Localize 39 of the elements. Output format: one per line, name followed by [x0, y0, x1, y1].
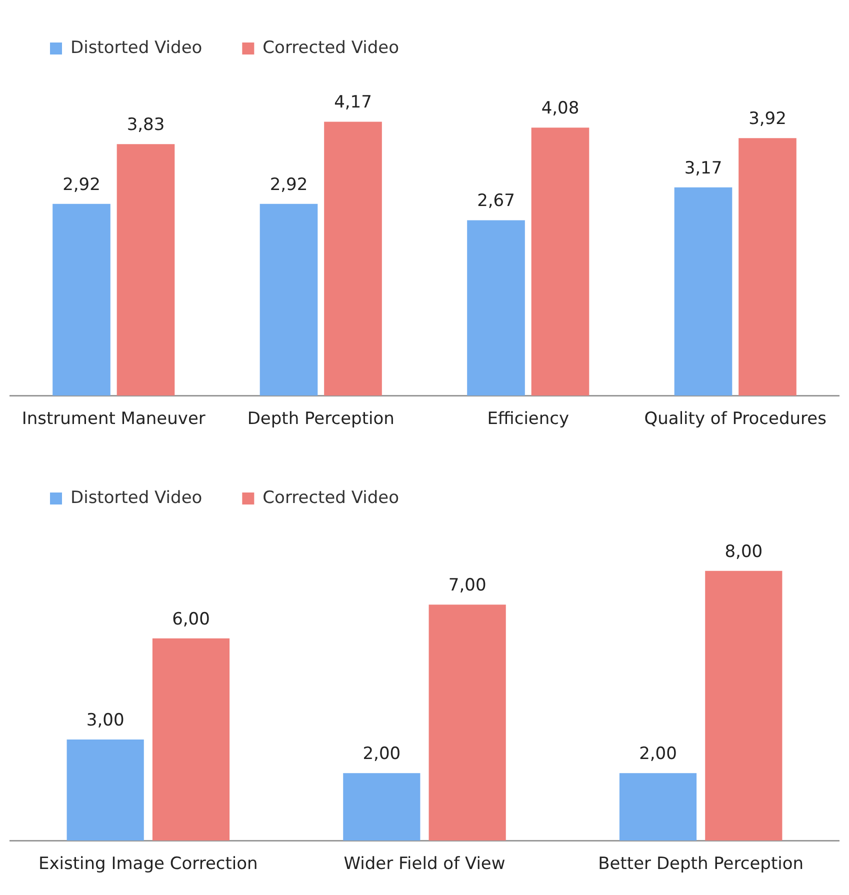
- bar: [428, 604, 506, 841]
- legend-label: Corrected Video: [262, 488, 400, 508]
- data-label: 2,92: [62, 174, 100, 195]
- data-label: 3,00: [86, 710, 124, 730]
- bar: [343, 773, 420, 841]
- data-label: 2,00: [639, 744, 677, 764]
- bar: [52, 204, 110, 396]
- data-label: 2,00: [362, 744, 401, 764]
- data-label: 2,67: [477, 191, 515, 212]
- x-tick-label: Instrument Maneuver: [22, 409, 206, 430]
- bar: [152, 638, 230, 841]
- x-tick-label: Wider Field of View: [344, 854, 506, 874]
- x-tick-label: Better Depth Perception: [598, 854, 804, 874]
- data-label: 2,92: [270, 174, 308, 195]
- legend-label: Corrected Video: [262, 38, 400, 58]
- data-label: 3,17: [684, 158, 722, 178]
- x-tick-label: Depth Perception: [247, 409, 394, 430]
- x-tick-label: Efficiency: [487, 409, 570, 430]
- bar: [467, 220, 525, 396]
- bar: [260, 204, 318, 396]
- data-label: 4,08: [541, 98, 580, 119]
- data-label: 4,17: [334, 92, 372, 113]
- bar: [738, 138, 796, 396]
- bar: [531, 128, 590, 396]
- data-label: 8,00: [724, 542, 763, 562]
- legend-label: Distorted Video: [70, 38, 202, 58]
- bar: [324, 122, 382, 396]
- bar: [116, 144, 175, 396]
- data-label: 6,00: [172, 609, 210, 630]
- data-label: 3,92: [748, 109, 786, 130]
- x-tick-label: Quality of Procedures: [644, 409, 827, 430]
- bar: [619, 773, 697, 841]
- data-label: 3,83: [126, 115, 165, 136]
- x-tick-label: Existing Image Correction: [38, 854, 258, 874]
- data-label: 7,00: [448, 576, 486, 596]
- legend-label: Distorted Video: [70, 488, 202, 508]
- bar: [66, 739, 144, 841]
- bar: [674, 187, 732, 396]
- bar: [705, 570, 782, 841]
